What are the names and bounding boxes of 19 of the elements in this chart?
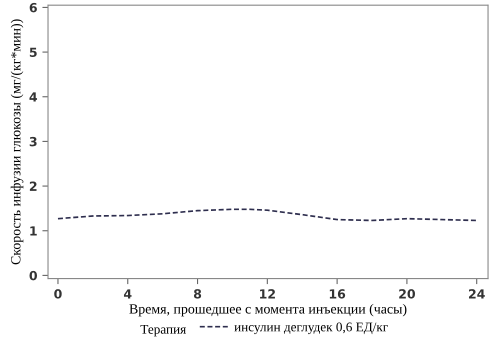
x-tick-label: 8 <box>194 289 202 299</box>
y-axis-title: Скорость инфузии глюкозы (мг/(кг*мин)) <box>10 19 24 264</box>
y-tick-label: 0 <box>30 270 38 280</box>
y-tick-label: 4 <box>29 92 38 102</box>
x-tick-label: 12 <box>260 289 275 298</box>
x-tick-label: 20 <box>399 289 416 299</box>
y-tick-label: 6 <box>30 2 37 12</box>
y-tick-label: 3 <box>30 136 37 146</box>
y-tick-label: 1 <box>30 226 37 236</box>
x-tick-label: 0 <box>54 289 62 299</box>
line-series <box>57 208 478 222</box>
legend-label: инсулин деглудек 0,6 ЕД/кг <box>234 322 388 334</box>
y-tick-label: 2 <box>30 182 37 191</box>
x-tick-label: 4 <box>124 289 132 298</box>
x-axis-title: Время, прошедшее с момента инъекции (часы) <box>129 304 406 316</box>
x-tick-label: 16 <box>330 289 346 299</box>
y-tick-label: 5 <box>30 48 37 58</box>
legend-title: Терапия <box>140 324 186 336</box>
x-tick-label: 24 <box>468 289 485 298</box>
